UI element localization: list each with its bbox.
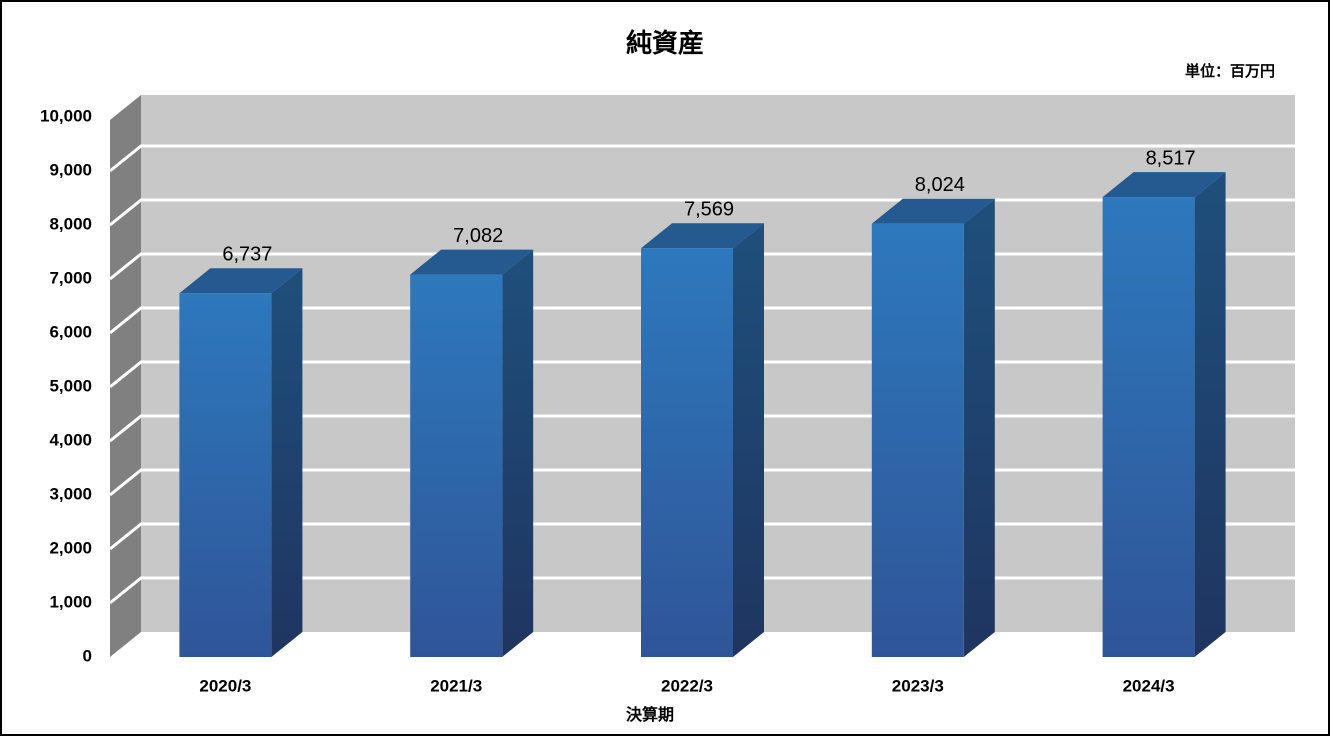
bar: [1102, 197, 1195, 657]
bar-top: [179, 268, 303, 294]
y-tick-label: 3,000: [49, 484, 92, 503]
bar-top: [410, 249, 534, 275]
y-tick-label: 0: [83, 646, 92, 665]
bar: [871, 223, 964, 658]
bar-side: [963, 198, 995, 658]
grid-line: [109, 144, 1295, 173]
y-tick-label: 4,000: [49, 430, 92, 449]
bar-side: [271, 268, 303, 657]
y-tick-label: 6,000: [49, 322, 92, 341]
bar: [179, 293, 272, 657]
bar-side: [502, 249, 534, 657]
bar: [410, 274, 503, 657]
bar-top: [641, 223, 764, 249]
data-label: 7,569: [684, 199, 734, 221]
chart-title: 純資産: [626, 28, 704, 58]
y-tick-label: 2,000: [49, 538, 92, 557]
bar-top: [871, 198, 995, 224]
bar-side: [1194, 172, 1226, 657]
x-tick-label: 2024/3: [1123, 676, 1175, 695]
x-tick-label: 2023/3: [892, 676, 944, 695]
x-tick-label: 2021/3: [430, 676, 482, 695]
data-label: 8,024: [915, 174, 965, 196]
unit-note: 単位：百万円: [1185, 62, 1275, 80]
bar-top: [1102, 172, 1226, 198]
y-tick-label: 1,000: [49, 592, 92, 611]
grid-line: [109, 90, 1295, 119]
data-label: 8,517: [1146, 147, 1196, 169]
x-tick-label: 2022/3: [661, 676, 713, 695]
bar-side: [733, 223, 764, 658]
bar: [641, 248, 733, 658]
x-tick-label: 2020/3: [199, 676, 251, 695]
data-label: 7,082: [453, 225, 503, 247]
y-tick-label: 10,000: [40, 106, 92, 125]
y-tick-label: 5,000: [49, 376, 92, 395]
x-axis-label: 決算期: [626, 705, 674, 724]
data-label: 6,737: [222, 243, 272, 265]
y-tick-label: 9,000: [49, 160, 92, 179]
y-tick-label: 8,000: [49, 214, 92, 233]
y-tick-label: 7,000: [49, 268, 92, 287]
